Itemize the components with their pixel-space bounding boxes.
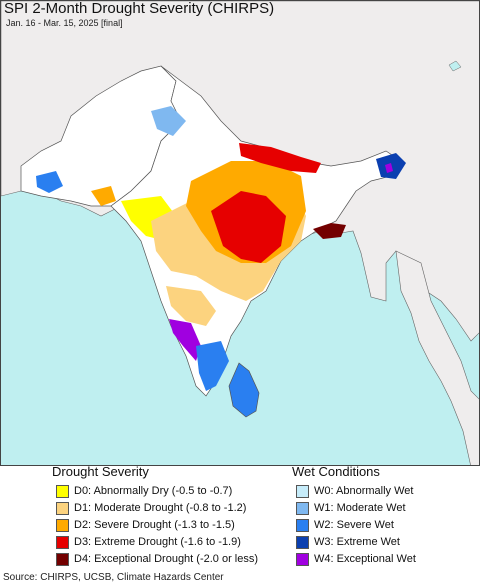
legend-item-w0: W0: Abnormally Wet xyxy=(296,483,413,499)
legend-item-w2: W2: Severe Wet xyxy=(296,517,394,533)
wet-w2-tamilnadu xyxy=(196,341,229,391)
swatch-d2 xyxy=(56,518,69,532)
wet-w1-north xyxy=(151,106,186,136)
legend-item-w4: W4: Exceptional Wet xyxy=(296,551,416,567)
legend: Drought Severity Wet Conditions D0: Abno… xyxy=(0,464,480,570)
legend-label-d1: D1: Moderate Drought (-0.8 to -1.2) xyxy=(74,502,247,514)
swatch-d1 xyxy=(56,501,69,515)
legend-item-d4: D4: Exceptional Drought (-2.0 or less) xyxy=(56,551,258,567)
swatch-d3 xyxy=(56,535,69,549)
wet-w4-northeast xyxy=(385,163,393,173)
wet-w2-west xyxy=(36,171,63,193)
wet-w4-kerala xyxy=(169,319,201,361)
drought-d2-northwest xyxy=(91,186,116,206)
swatch-w2 xyxy=(296,518,309,532)
legend-label-d3: D3: Extreme Drought (-1.6 to -1.9) xyxy=(74,536,241,548)
legend-label-d0: D0: Abnormally Dry (-0.5 to -0.7) xyxy=(74,485,233,497)
swatch-d4 xyxy=(56,552,69,566)
page-title: SPI 2-Month Drought Severity (CHIRPS) xyxy=(4,0,275,17)
swatch-w3 xyxy=(296,535,309,549)
southeast-asia-land xyxy=(395,250,479,465)
region-sri-lanka xyxy=(228,362,260,418)
legend-label-d4: D4: Exceptional Drought (-2.0 or less) xyxy=(74,553,259,565)
legend-label-w3: W3: Extreme Wet xyxy=(314,536,400,548)
drought-legend-title: Drought Severity xyxy=(52,464,149,479)
swatch-w0 xyxy=(296,484,309,498)
legend-label-w4: W4: Exceptional Wet xyxy=(314,553,416,565)
drought-d4-bengal xyxy=(313,223,346,239)
drought-d3-core xyxy=(211,191,286,263)
legend-item-d3: D3: Extreme Drought (-1.6 to -1.9) xyxy=(56,534,241,550)
legend-item-w3: W3: Extreme Wet xyxy=(296,534,400,550)
swatch-w4 xyxy=(296,552,309,566)
legend-label-w2: W2: Severe Wet xyxy=(314,519,394,531)
drought-d1-south xyxy=(166,286,216,326)
page-subtitle: Jan. 16 - Mar. 15, 2025 [final] xyxy=(6,18,123,28)
legend-item-d1: D1: Moderate Drought (-0.8 to -1.2) xyxy=(56,500,246,516)
swatch-d0 xyxy=(56,484,69,498)
legend-label-w1: W1: Moderate Wet xyxy=(314,502,406,514)
swatch-w1 xyxy=(296,501,309,515)
legend-item-d2: D2: Severe Drought (-1.3 to -1.5) xyxy=(56,517,235,533)
legend-label-d2: D2: Severe Drought (-1.3 to -1.5) xyxy=(74,519,235,531)
map-canvas xyxy=(1,1,479,465)
source-credit: Source: CHIRPS, UCSB, Climate Hazards Ce… xyxy=(3,572,224,583)
drought-map xyxy=(0,0,480,466)
drought-d3-nepal xyxy=(239,143,321,173)
lake-north xyxy=(448,60,462,72)
legend-item-w1: W1: Moderate Wet xyxy=(296,500,406,516)
legend-label-w0: W0: Abnormally Wet xyxy=(314,485,414,497)
wet-legend-title: Wet Conditions xyxy=(292,464,380,479)
legend-item-d0: D0: Abnormally Dry (-0.5 to -0.7) xyxy=(56,483,232,499)
